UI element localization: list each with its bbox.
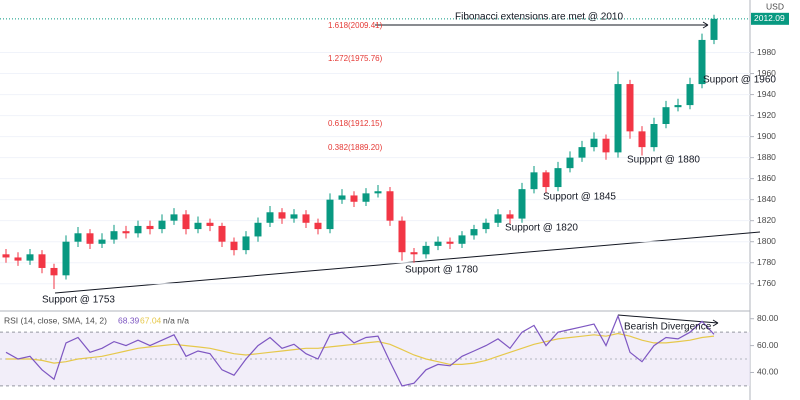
- y-tick-label: 1940: [757, 89, 776, 99]
- na-label: n/a n/a: [163, 315, 189, 325]
- candle-body: [338, 195, 346, 200]
- y-tick-label: 1860: [757, 173, 776, 183]
- annotation: 0.618(1912.15): [328, 119, 383, 128]
- y-tick-label: 1960: [757, 68, 776, 78]
- rsi-line: [5, 314, 715, 387]
- candle-body: [506, 214, 514, 219]
- annotation: Fibonacci extensions are met @ 2010: [455, 12, 623, 23]
- y-tick-label: 1900: [757, 131, 776, 141]
- y-tick-label: 1980: [757, 47, 776, 57]
- candle-body: [50, 267, 58, 276]
- candle-body: [350, 195, 358, 202]
- candle-body: [38, 254, 46, 268]
- last-price-label: 2012.09: [754, 13, 785, 23]
- candle-body: [182, 214, 190, 230]
- y-tick-label: 1820: [757, 215, 776, 225]
- candle-body: [578, 147, 586, 158]
- candle-body: [470, 229, 478, 236]
- candle-body: [710, 18, 718, 40]
- candle-body: [674, 105, 682, 108]
- candle-body: [326, 199, 334, 230]
- candle-body: [638, 131, 646, 148]
- last-price-box: [751, 12, 789, 25]
- candle-body: [530, 172, 538, 190]
- y-tick-label: 1880: [757, 152, 776, 162]
- candle-body: [122, 231, 130, 234]
- y-tick-label: 1840: [757, 194, 776, 204]
- candle-body: [518, 189, 526, 219]
- candle-body: [590, 138, 598, 148]
- candle-body: [62, 241, 70, 276]
- y-tick-label: 80.00: [757, 313, 779, 323]
- candle-body: [698, 39, 706, 85]
- y-tick-label: 60.00: [757, 340, 779, 350]
- candle-body: [98, 239, 106, 244]
- annotation: 1.618(2009.41): [328, 21, 383, 30]
- candle-body: [158, 220, 166, 230]
- candle-body: [410, 252, 418, 255]
- arrow-head: [702, 21, 709, 29]
- annotation: Suppprt @ 1880: [627, 155, 700, 166]
- y-tick-label: 1780: [757, 257, 776, 267]
- candle-body: [602, 138, 610, 153]
- currency: USD: [766, 1, 784, 11]
- annotation: Support @ 1753: [42, 295, 115, 306]
- candle-body: [206, 222, 214, 226]
- candle-body: [146, 225, 154, 230]
- candle-body: [398, 220, 406, 253]
- annotation: Support @ 1780: [405, 265, 478, 276]
- candle-body: [434, 241, 442, 246]
- candle-body: [662, 107, 670, 124]
- candle-body: [218, 225, 226, 242]
- annotation: Support @ 1820: [505, 223, 578, 234]
- y-tick-label: 1760: [757, 278, 776, 288]
- candle-body: [446, 241, 454, 244]
- candle-body: [278, 212, 286, 219]
- candle-body: [74, 233, 82, 242]
- candle-body: [230, 241, 238, 251]
- annotation: 0.382(1889.20): [328, 143, 383, 152]
- rsi-line: [6, 332, 715, 365]
- candle-body: [266, 212, 274, 223]
- candle-body: [686, 84, 694, 106]
- candle-body: [422, 245, 430, 255]
- annotation: Bearish Divergence: [624, 322, 712, 333]
- legend-value: 68.39: [118, 315, 140, 325]
- candle-body: [314, 222, 322, 230]
- candle-body: [194, 222, 202, 230]
- candle-body: [362, 193, 370, 202]
- candle-body: [458, 235, 466, 244]
- candle-body: [242, 236, 250, 251]
- candle-body: [374, 191, 382, 194]
- y-tick-label: 40.00: [757, 367, 779, 377]
- y-tick-label: 1920: [757, 110, 776, 120]
- y-tick-label: 1800: [757, 236, 776, 246]
- candle-body: [386, 191, 394, 221]
- candle-body: [26, 254, 34, 261]
- candle-body: [302, 214, 310, 223]
- candle-body: [290, 214, 298, 219]
- candle-body: [254, 222, 262, 237]
- candle-body: [14, 257, 22, 261]
- candle-body: [626, 84, 634, 132]
- candle-body: [482, 222, 490, 230]
- candle-body: [2, 254, 10, 258]
- annotation: Support @ 1960: [703, 75, 776, 86]
- arrow-head: [712, 319, 719, 327]
- candle-body: [614, 84, 622, 153]
- candle-body: [134, 225, 142, 234]
- candle-body: [110, 231, 118, 240]
- candle-body: [494, 214, 502, 223]
- candle-body: [566, 157, 574, 169]
- candle-body: [86, 233, 94, 244]
- candle-body: [170, 214, 178, 221]
- candle-body: [554, 168, 562, 188]
- indicator-label: RSI (14, close, SMA, 14, 2): [4, 315, 107, 325]
- annotation: 1.272(1975.76): [328, 54, 383, 63]
- annotation: Support @ 1845: [543, 192, 616, 203]
- candle-body: [650, 124, 658, 148]
- candle-body: [542, 172, 550, 188]
- legend-value: 67.04: [140, 315, 162, 325]
